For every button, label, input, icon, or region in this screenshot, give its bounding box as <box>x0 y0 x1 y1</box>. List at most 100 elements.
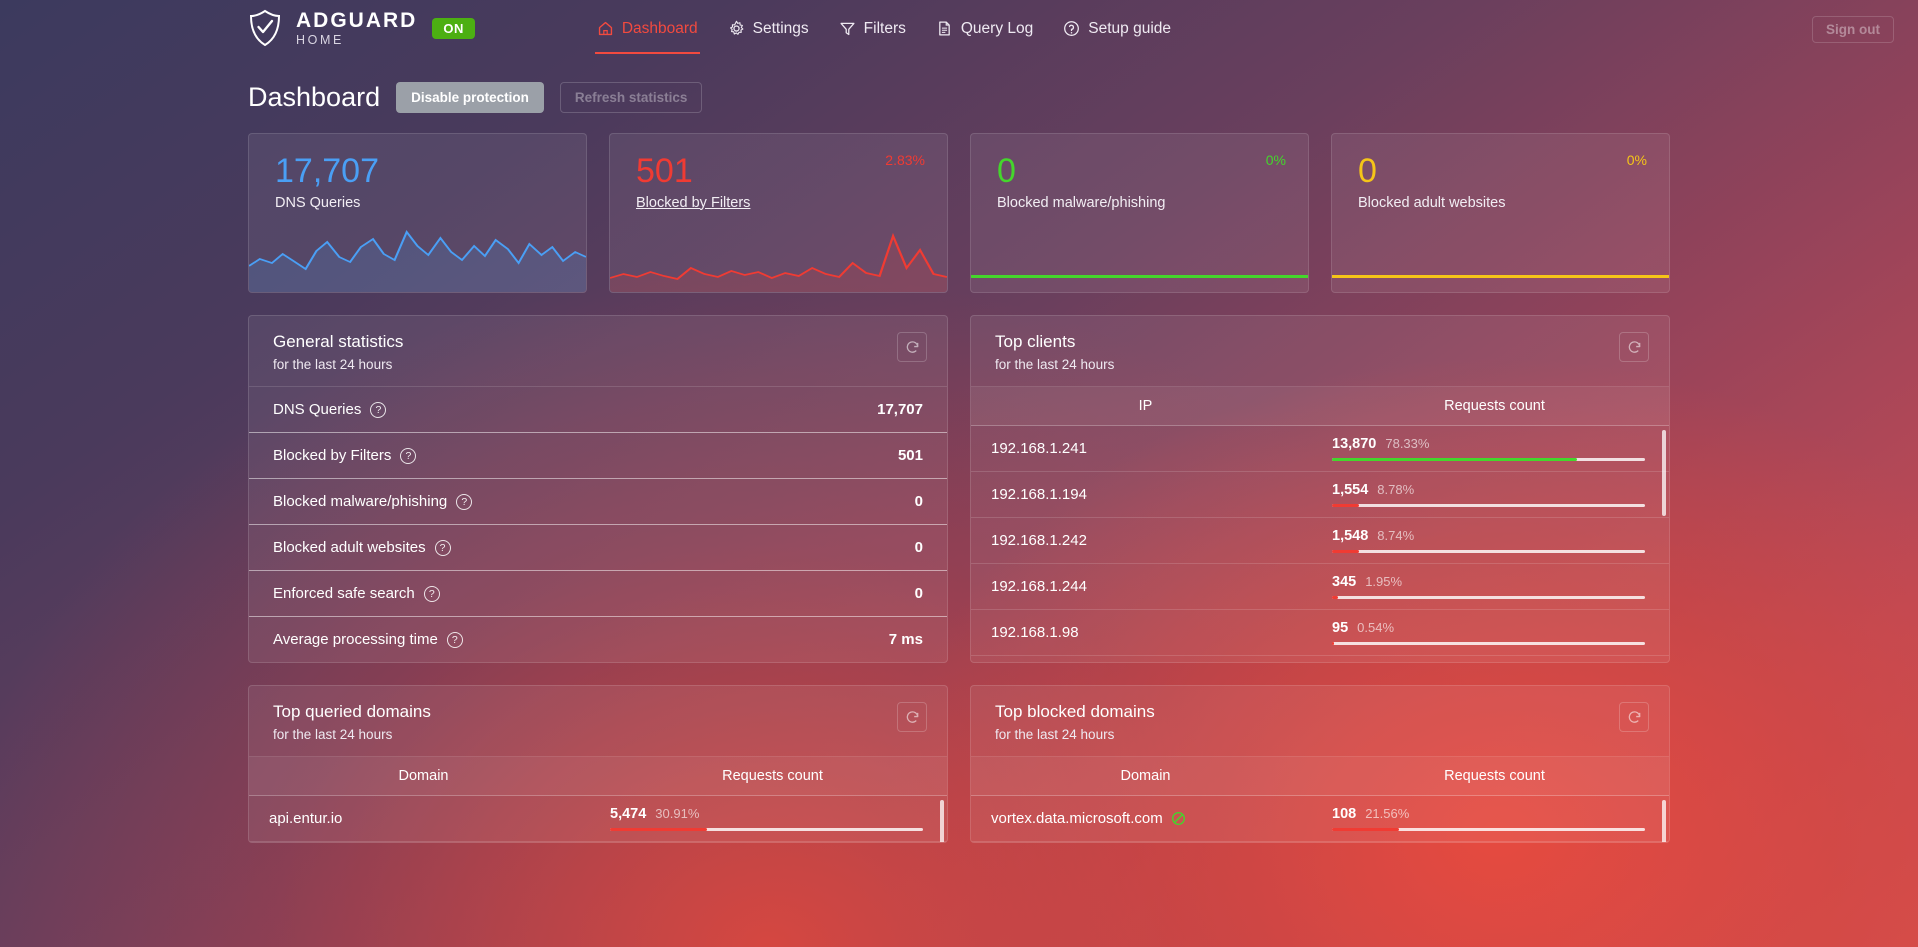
stat-row: DNS Queries? 17,707 <box>249 387 947 433</box>
panel-header: Top queried domains for the last 24 hour… <box>249 686 947 757</box>
stat-card-percent: 2.83% <box>885 152 925 168</box>
nav-item-settings[interactable]: Settings <box>726 3 811 54</box>
panel-header: Top blocked domains for the last 24 hour… <box>971 686 1669 757</box>
stat-row: Blocked by Filters? 501 <box>249 433 947 479</box>
progress-bar-fill <box>1332 458 1578 461</box>
stat-card-label: Blocked adult websites <box>1358 194 1506 211</box>
column-header-ip[interactable]: IP <box>1138 398 1153 414</box>
panel-subtitle: for the last 24 hours <box>273 727 393 742</box>
column-header-requests-count[interactable]: Requests count <box>1444 768 1545 784</box>
panel-subtitle: for the last 24 hours <box>995 357 1115 372</box>
brand-subtitle: HOME <box>296 32 344 47</box>
client-requests-cell: 1,554 8.78% <box>1320 474 1669 515</box>
client-ip[interactable]: 192.168.1.194 <box>991 486 1087 503</box>
stat-card-dns-queries[interactable]: 17,707 DNS Queries <box>248 133 587 293</box>
gear-icon <box>729 20 744 35</box>
help-icon[interactable]: ? <box>400 447 417 464</box>
refresh-statistics-button[interactable]: Refresh statistics <box>559 82 703 113</box>
stat-card-blocked-adult[interactable]: 0% 0 Blocked adult websites <box>1331 133 1670 293</box>
panel-top-clients: Top clients for the last 24 hours IP Req… <box>970 315 1670 663</box>
home-icon <box>598 21 612 36</box>
nav-label-filters: Filters <box>863 19 906 37</box>
refresh-top-queried-domains-button[interactable] <box>897 702 927 732</box>
help-icon[interactable]: ? <box>423 585 440 602</box>
stat-row-value: 0 <box>914 585 923 602</box>
stat-card-blocked-malware[interactable]: 0% 0 Blocked malware/phishing <box>970 133 1309 293</box>
progress-bar-track <box>610 828 923 831</box>
panel-general-statistics: General statistics for the last 24 hours… <box>248 315 948 663</box>
vertical-scrollbar[interactable] <box>940 800 944 842</box>
nav-item-query-log[interactable]: Query Log <box>934 3 1035 54</box>
requests-count: 1,554 <box>1332 482 1369 498</box>
stat-card-value: 0 <box>997 152 1016 190</box>
stat-card-label: Blocked malware/phishing <box>997 194 1166 211</box>
client-ip[interactable]: 192.168.1.98 <box>991 624 1079 641</box>
requests-percent: 21.56% <box>1365 806 1410 821</box>
brand-logo[interactable]: ADGUARD HOME <box>248 9 417 47</box>
progress-bar-fill <box>1332 642 1334 645</box>
client-requests-cell: 345 1.95% <box>1320 566 1669 607</box>
nav-label-setup-guide: Setup guide <box>1088 19 1172 37</box>
table-row[interactable]: api.entur.io 5,474 30.91% <box>249 796 947 842</box>
client-requests-cell: 95 0.54% <box>1320 612 1669 653</box>
stat-row-value: 17,707 <box>877 401 923 418</box>
panel-top-queried-domains: Top queried domains for the last 24 hour… <box>248 685 948 843</box>
nav-item-filters[interactable]: Filters <box>837 3 908 54</box>
summary-cards: 17,707 DNS Queries 2.83% 501 Blocked by … <box>248 133 1670 293</box>
main-nav: Dashboard Settings Filters Query Log <box>594 3 1173 54</box>
disable-protection-button[interactable]: Disable protection <box>396 82 544 113</box>
panel-subtitle: for the last 24 hours <box>995 727 1115 742</box>
stat-row-label: Blocked by Filters <box>273 447 392 464</box>
requests-count: 108 <box>1332 806 1357 822</box>
domain-requests-cell: 108 21.56% <box>1320 798 1669 839</box>
requests-percent: 1.95% <box>1365 574 1403 589</box>
client-ip[interactable]: 192.168.1.244 <box>991 578 1087 595</box>
client-ip[interactable]: 192.168.1.242 <box>991 532 1087 549</box>
requests-percent: 30.91% <box>655 806 700 821</box>
table-row[interactable]: 192.168.1.242 1,548 8.74% <box>971 518 1669 564</box>
domain-name-cell[interactable]: vortex.data.microsoft.com <box>971 810 1320 827</box>
refresh-top-clients-button[interactable] <box>1619 332 1649 362</box>
nav-item-setup-guide[interactable]: Setup guide <box>1061 3 1173 54</box>
requests-count: 1,548 <box>1332 528 1369 544</box>
client-ip[interactable]: 192.168.1.241 <box>991 440 1087 457</box>
table-row[interactable]: 192.168.1.241 13,870 78.33% <box>971 426 1669 472</box>
table-row[interactable]: vortex.data.microsoft.com 108 21.56% <box>971 796 1669 842</box>
panel-title: Top clients <box>995 332 1076 351</box>
requests-count: 345 <box>1332 574 1357 590</box>
table-row[interactable]: 192.168.1.194 1,554 8.78% <box>971 472 1669 518</box>
column-header-requests-count[interactable]: Requests count <box>1444 398 1545 414</box>
column-header-requests-count[interactable]: Requests count <box>722 768 823 784</box>
refresh-general-statistics-button[interactable] <box>897 332 927 362</box>
help-icon[interactable]: ? <box>456 493 473 510</box>
panel-title: Top queried domains <box>273 702 431 721</box>
stat-row-label: Enforced safe search <box>273 585 415 602</box>
stat-card-blocked-by-filters[interactable]: 2.83% 501 Blocked by Filters <box>609 133 948 293</box>
stat-card-label-link[interactable]: Blocked by Filters <box>636 194 751 211</box>
vertical-scrollbar[interactable] <box>1662 800 1666 842</box>
panel-top-blocked-domains: Top blocked domains for the last 24 hour… <box>970 685 1670 843</box>
top-clients-rows: 192.168.1.241 13,870 78.33% 192.168.1.19… <box>971 426 1669 656</box>
table-row[interactable]: 192.168.1.98 95 0.54% <box>971 610 1669 656</box>
stat-card-value: 17,707 <box>275 152 379 190</box>
requests-count: 13,870 <box>1332 436 1377 452</box>
page-title: Dashboard <box>248 82 381 112</box>
sign-out-button[interactable]: Sign out <box>1812 16 1894 43</box>
help-icon[interactable]: ? <box>370 401 387 418</box>
table-row[interactable]: 192.168.1.244 345 1.95% <box>971 564 1669 610</box>
progress-bar-track <box>1332 596 1645 599</box>
column-header-domain[interactable]: Domain <box>1120 768 1171 784</box>
domain-name[interactable]: api.entur.io <box>269 810 343 827</box>
column-header-domain[interactable]: Domain <box>398 768 449 784</box>
vertical-scrollbar[interactable] <box>1662 430 1666 516</box>
protection-status-badge[interactable]: ON <box>432 17 475 39</box>
refresh-top-blocked-domains-button[interactable] <box>1619 702 1649 732</box>
nav-item-dashboard[interactable]: Dashboard <box>594 3 700 54</box>
stat-row-value: 0 <box>914 493 923 510</box>
nav-label-query-log: Query Log <box>960 19 1034 37</box>
help-icon[interactable]: ? <box>434 539 451 556</box>
unblock-domain-icon[interactable] <box>1171 811 1186 826</box>
help-icon[interactable]: ? <box>446 631 463 648</box>
requests-percent: 0.54% <box>1357 620 1395 635</box>
progress-bar-track <box>1332 550 1645 553</box>
